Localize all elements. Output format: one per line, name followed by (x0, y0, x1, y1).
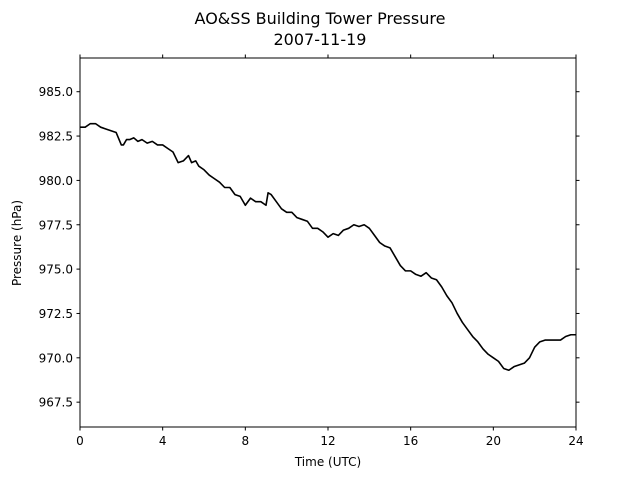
y-axis-label: Pressure (hPa) (10, 200, 24, 286)
x-tick-label: 0 (76, 434, 84, 448)
y-tick-labels: 967.5 970.0 972.5 975.0 977.5 980.0 982.5 985.0 (39, 85, 73, 409)
y-tick-label: 980.0 (39, 174, 73, 188)
x-ticks (79, 54, 577, 431)
y-tick-label: 977.5 (39, 218, 73, 232)
chart-subtitle: 2007-11-19 (274, 30, 367, 49)
series-line (80, 122, 576, 372)
y-tick-label: 982.5 (39, 130, 73, 144)
y-tick-label: 975.0 (39, 263, 73, 277)
x-tick-label: 8 (242, 434, 250, 448)
x-axis-label: Time (UTC) (294, 455, 361, 469)
y-tick-label: 985.0 (39, 85, 73, 99)
plot-area-frame (79, 57, 577, 428)
y-tick-label: 970.0 (39, 351, 73, 365)
x-tick-label: 24 (568, 434, 583, 448)
x-tick-label: 4 (159, 434, 167, 448)
y-tick-label: 972.5 (39, 307, 73, 321)
x-tick-labels: 0 4 8 12 16 20 24 (76, 434, 583, 448)
x-tick-label: 20 (486, 434, 501, 448)
y-ticks (76, 91, 580, 403)
y-tick-label: 967.5 (39, 396, 73, 410)
x-tick-label: 16 (403, 434, 418, 448)
chart-title: AO&SS Building Tower Pressure (195, 9, 446, 28)
x-tick-label: 12 (320, 434, 335, 448)
